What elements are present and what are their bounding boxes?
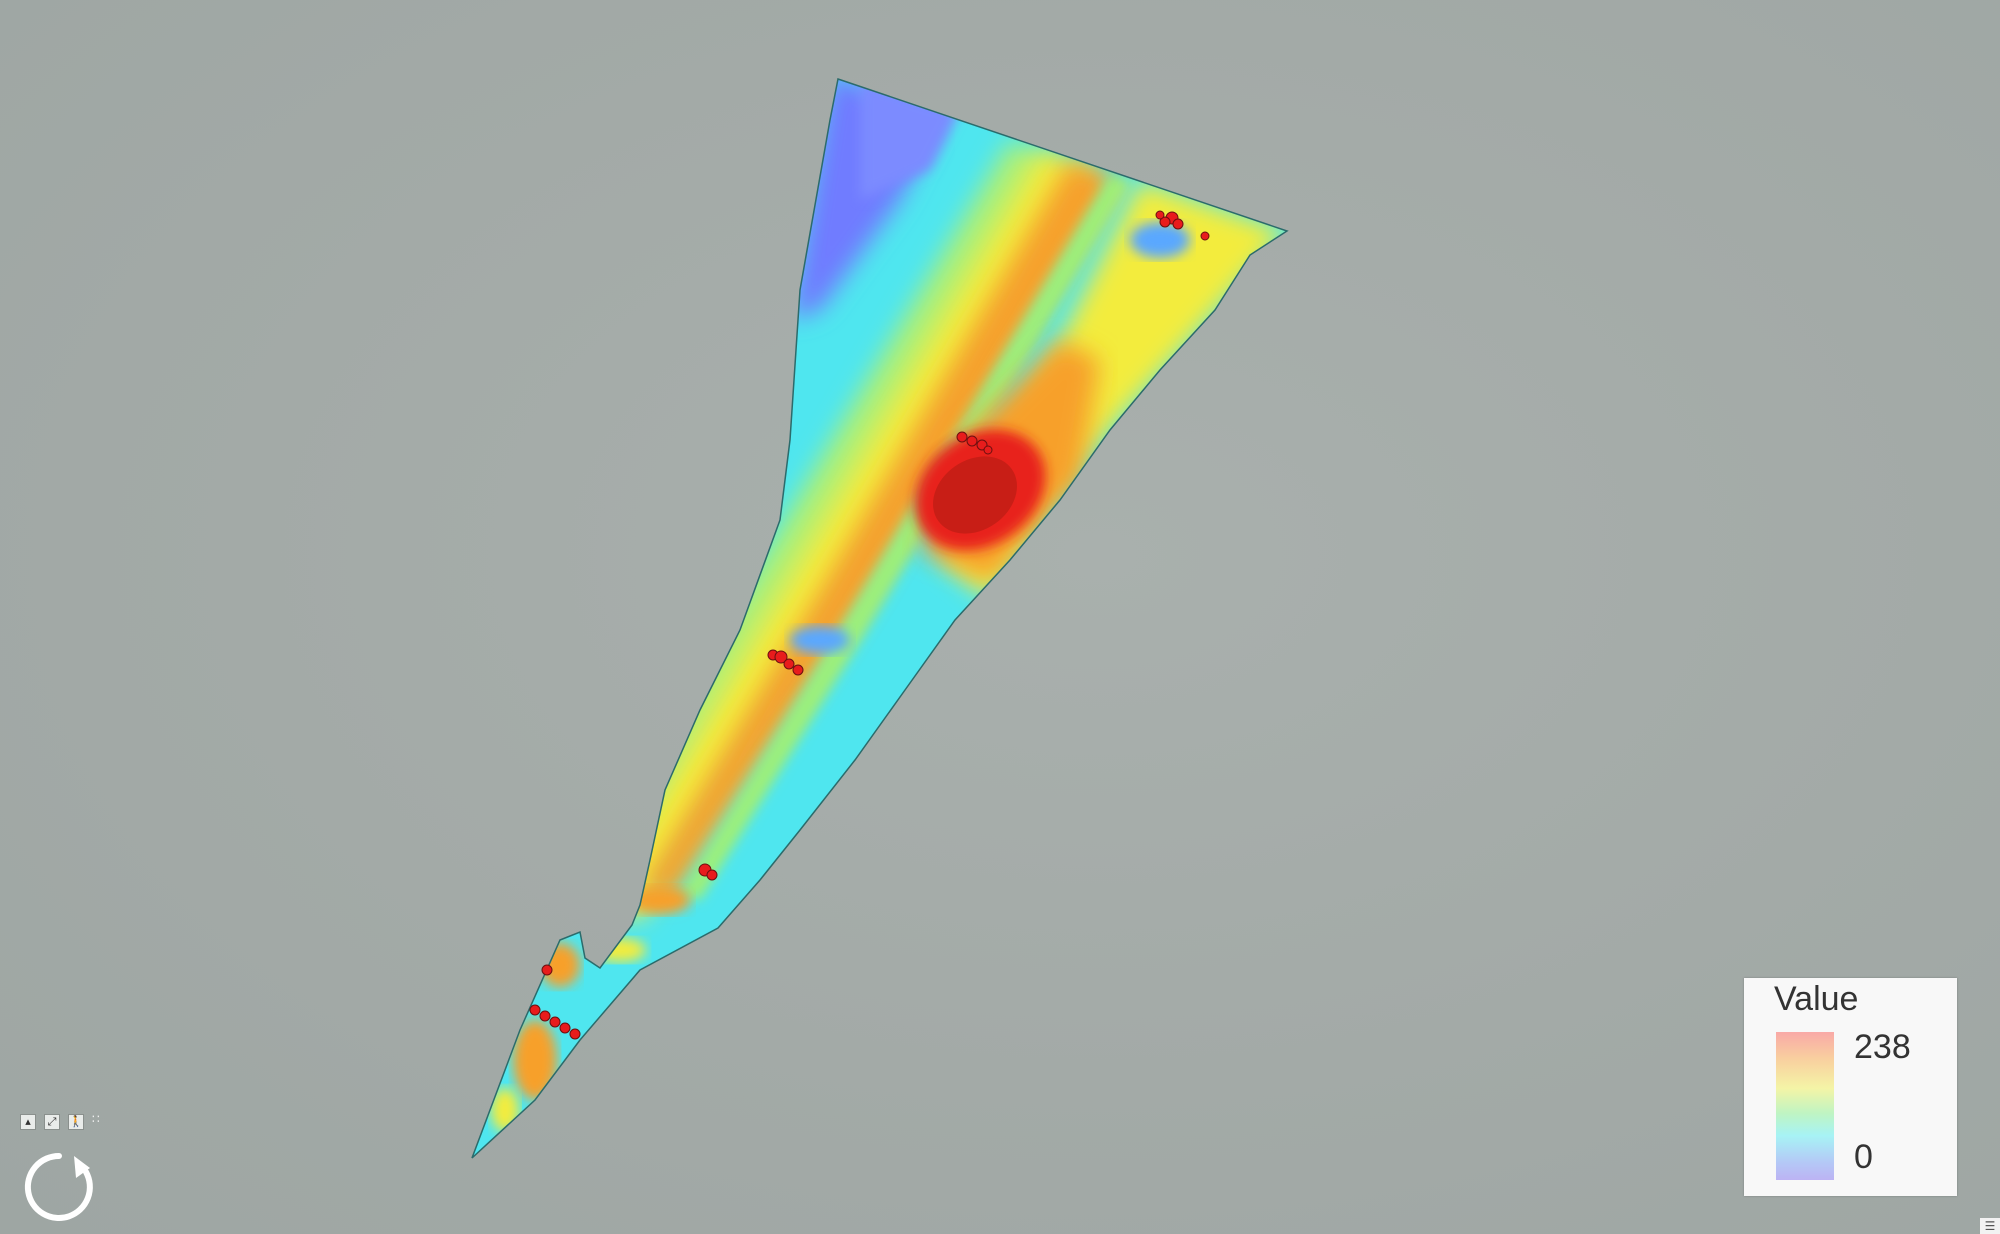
full-extent-icon[interactable]: ⤢ <box>44 1114 60 1130</box>
high-value-markers <box>529 210 1210 1040</box>
rotate-arrow-icon[interactable] <box>20 1148 98 1226</box>
navigation-toolbar: ▴ ⤢ 🚶 ∷ <box>20 1112 110 1132</box>
wedge-outline <box>471 78 1289 1159</box>
map-legend: Value 238 0 <box>1744 978 1957 1196</box>
legend-max-label: 238 <box>1854 1028 1911 1066</box>
legend-title: Value <box>1774 980 1859 1018</box>
rotate-navigator[interactable] <box>20 1148 98 1226</box>
legend-color-ramp <box>1776 1032 1834 1180</box>
grip-icon[interactable]: ∷ <box>92 1112 100 1126</box>
person-icon[interactable]: 🚶 <box>68 1114 84 1130</box>
menu-icon[interactable]: ☰ <box>1980 1218 2000 1234</box>
legend-min-label: 0 <box>1854 1138 1873 1176</box>
chevron-up-icon[interactable]: ▴ <box>20 1114 36 1130</box>
